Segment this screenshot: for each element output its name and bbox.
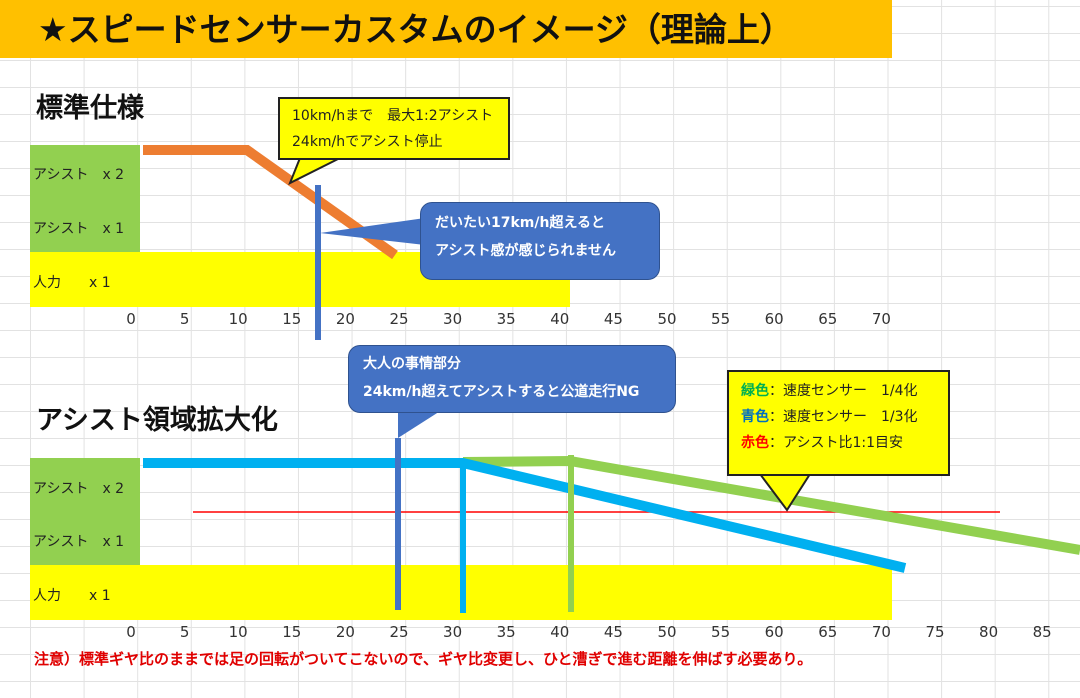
- legend-callout: 緑色：速度センサー 1/4化 青色：速度センサー 1/3化 赤色：アシスト比1:1目…: [727, 370, 950, 476]
- row-label: アシスト x 1: [33, 221, 125, 237]
- axis-tick-label: 20: [335, 623, 355, 641]
- axis-tick-label: 0: [126, 623, 136, 641]
- callout2-pointer: [320, 218, 425, 245]
- legend-key: 緑色: [741, 383, 769, 399]
- axis-tick-label: 40: [550, 310, 570, 328]
- axis-tick-label: 55: [711, 310, 731, 328]
- legend-text: ：アシスト比1:1目安: [769, 435, 903, 451]
- axis-tick-label: 35: [496, 310, 516, 328]
- axis-tick-label: 15: [282, 310, 302, 328]
- axis-tick-label: 35: [496, 623, 516, 641]
- axis-tick-label: 30: [443, 310, 463, 328]
- row-label: アシスト x 2: [33, 481, 125, 497]
- row-label: 人力 x 1: [33, 588, 111, 604]
- standard-heading: 標準仕様: [36, 93, 144, 124]
- legal-limit-callout: 大人の事情部分 24km/h超えてアシストすると公道走行NG: [348, 345, 676, 413]
- axis-tick-label: 60: [764, 623, 784, 641]
- assist-zone: [30, 145, 140, 252]
- assist-feel-callout: だいたい17km/h超えると アシスト感が感じられません: [420, 202, 660, 280]
- axis-tick-label: 60: [764, 310, 784, 328]
- axis-tick-label: 50: [657, 310, 677, 328]
- assist-zone: [30, 458, 140, 565]
- axis-tick-label: 45: [603, 310, 623, 328]
- callout1-pointer: [288, 157, 341, 186]
- axis-tick-label: 65: [818, 310, 838, 328]
- extended-heading: アシスト領域拡大化: [36, 405, 278, 436]
- callout-line: 大人の事情部分: [363, 356, 461, 372]
- page-title: ★スピードセンサーカスタムのイメージ（理論上）: [0, 0, 892, 58]
- axis-tick-label: 25: [389, 310, 409, 328]
- row-label: アシスト x 2: [33, 167, 125, 183]
- axis-tick-label: 50: [657, 623, 677, 641]
- axis-tick-label: 10: [228, 623, 248, 641]
- legend-key: 赤色: [741, 435, 769, 451]
- axis-tick-label: 70: [871, 623, 891, 641]
- callout-line: だいたい17km/h超えると: [435, 215, 606, 231]
- legend-key: 青色: [741, 409, 769, 425]
- legend-item: 青色：速度センサー 1/3化: [741, 404, 936, 430]
- axis-tick-label: 45: [603, 623, 623, 641]
- axis-tick-label: 30: [443, 623, 463, 641]
- caution-note: 注意）標準ギヤ比のままでは足の回転がついてこないので、ギヤ比変更し、ひと漕ぎで進…: [34, 650, 813, 668]
- legend-text: ：速度センサー 1/4化: [769, 383, 918, 399]
- axis-tick-label: 65: [818, 623, 838, 641]
- callout3-pointer: [398, 408, 445, 438]
- callout-line: 24km/h超えてアシストすると公道走行NG: [363, 384, 640, 400]
- legend-text: ：速度センサー 1/3化: [769, 409, 918, 425]
- axis-tick-label: 10: [228, 310, 248, 328]
- axis-tick-label: 55: [711, 623, 731, 641]
- axis-tick-label: 40: [550, 623, 570, 641]
- standard-assist-line: [143, 145, 398, 260]
- axis-tick-label: 5: [179, 310, 190, 328]
- axis-tick-label: 80: [979, 623, 999, 641]
- axis-tick-label: 25: [389, 623, 409, 641]
- axis-tick-label: 70: [871, 310, 891, 328]
- axis-tick-label: 0: [126, 310, 136, 328]
- callout-line: 10km/hまで 最大1:2アシスト: [292, 108, 494, 124]
- axis-tick-label: 75: [925, 623, 945, 641]
- callout-line: 24km/hでアシスト停止: [292, 134, 443, 150]
- legend-item: 赤色：アシスト比1:1目安: [741, 430, 936, 456]
- axis-tick-label: 20: [335, 310, 355, 328]
- row-label: アシスト x 1: [33, 534, 125, 550]
- axis-tick-label: 15: [282, 623, 302, 641]
- axis-tick-label: 85: [1032, 623, 1052, 641]
- legend-item: 緑色：速度センサー 1/4化: [741, 378, 936, 404]
- callout-line: アシスト感が感じられません: [435, 243, 617, 259]
- standard-spec-callout: 10km/hまで 最大1:2アシスト 24km/hでアシスト停止: [278, 97, 510, 160]
- row-label: 人力 x 1: [33, 275, 111, 291]
- axis-tick-label: 5: [179, 623, 190, 641]
